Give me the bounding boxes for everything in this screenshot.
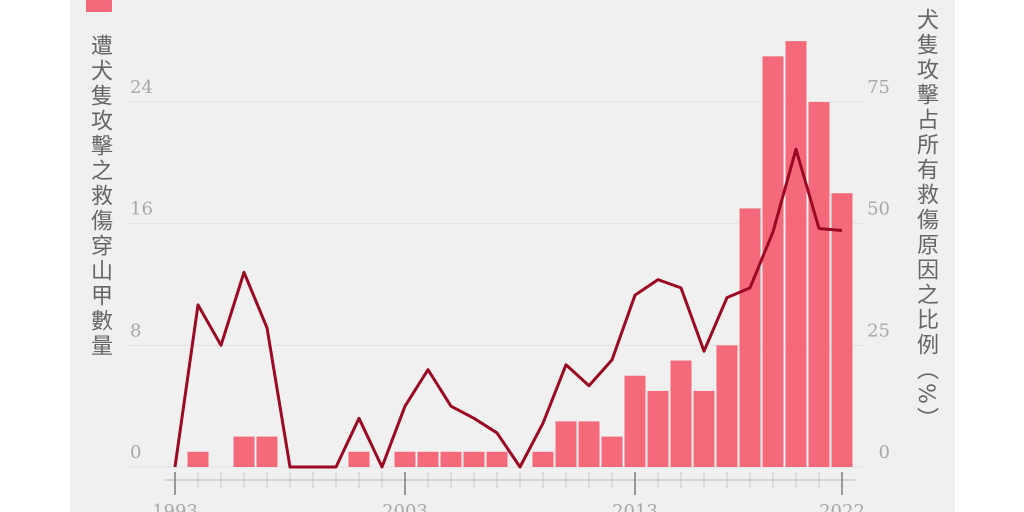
legend-label: 遭犬隻攻擊之救傷穿山甲數量: [87, 34, 113, 359]
bar: [831, 193, 853, 467]
bar: [486, 451, 508, 467]
bar: [463, 451, 485, 467]
line: [173, 147, 843, 469]
bar: [716, 345, 738, 467]
bar: [440, 451, 462, 467]
bar: [187, 451, 209, 467]
y2-axis-label: 犬隻攻擊占所有救傷原因之比例（%）: [913, 8, 939, 432]
y-tick-label: 0: [130, 442, 141, 463]
y-tick-label: 16: [130, 199, 153, 220]
y2-tick-label: 50: [867, 199, 890, 220]
legend-swatch: [86, 0, 112, 12]
bar: [555, 421, 577, 467]
bar: [624, 375, 646, 467]
x-tick-label: 1993: [152, 501, 198, 512]
y-tick-label: 24: [130, 77, 153, 98]
bar: [394, 451, 416, 467]
bar: [762, 56, 784, 468]
bar: [348, 451, 370, 467]
bar: [256, 436, 278, 467]
bar: [647, 390, 669, 467]
bar: [233, 436, 255, 467]
bar: [601, 436, 623, 467]
bar: [693, 390, 715, 467]
y2-tick-label: 25: [867, 320, 890, 341]
bar: [808, 101, 830, 468]
bar: [739, 208, 761, 467]
plot-background: [70, 0, 955, 512]
y2-tick-label: 75: [867, 77, 890, 98]
bar: [785, 41, 807, 468]
bar: [578, 421, 600, 467]
bar: [417, 451, 439, 467]
bar: [532, 451, 554, 467]
x-tick-label: 2022: [819, 501, 865, 512]
x-tick-label: 2013: [612, 501, 658, 512]
bar: [670, 360, 692, 467]
x-tick-label: 2003: [382, 501, 428, 512]
y-tick-label: 8: [130, 320, 141, 341]
y2-tick-label: 0: [879, 442, 890, 463]
